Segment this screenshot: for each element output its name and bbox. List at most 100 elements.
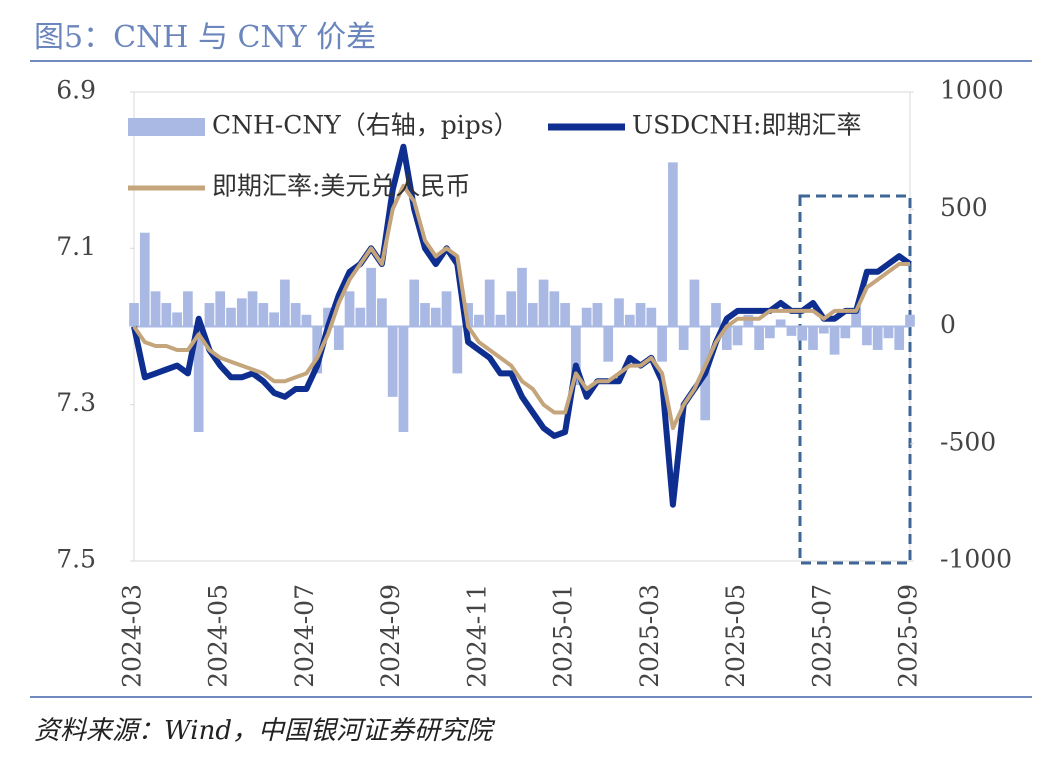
bar xyxy=(818,326,829,334)
bar xyxy=(269,312,279,327)
bar xyxy=(786,326,797,336)
bar xyxy=(765,326,775,339)
bar xyxy=(377,298,387,327)
bar xyxy=(172,312,182,327)
bar xyxy=(527,303,538,327)
bar xyxy=(193,326,204,433)
bar xyxy=(732,326,743,346)
bar xyxy=(571,326,581,386)
legend-label: CNH-CNY（右轴，pips） xyxy=(212,111,519,140)
bar xyxy=(614,298,624,327)
bar xyxy=(808,326,818,350)
legend-label: 即期汇率:美元兑人民币 xyxy=(212,172,470,201)
bar xyxy=(409,279,420,327)
bar xyxy=(236,298,247,327)
bar xyxy=(430,307,441,327)
source-note: 资料来源：Wind，中国银河证券研究院 xyxy=(34,716,492,746)
y2-tick-label: 500 xyxy=(940,193,988,222)
x-tick-label: 2025-03 xyxy=(635,584,664,688)
bar xyxy=(905,314,915,327)
x-tick-label: 2024-11 xyxy=(462,584,491,688)
bar xyxy=(883,326,894,339)
bar xyxy=(678,326,689,350)
y-tick-label: 7.3 xyxy=(56,388,96,417)
bar xyxy=(474,314,484,327)
line xyxy=(131,143,912,508)
bar xyxy=(452,326,463,374)
rule xyxy=(30,696,1032,698)
x-tick-label: 2025-07 xyxy=(807,584,836,688)
y-tick-label: 7.5 xyxy=(56,545,96,574)
bar xyxy=(247,291,258,327)
legend-label: USDCNH:即期汇率 xyxy=(632,111,861,140)
y2-tick-label: 0 xyxy=(940,310,956,339)
y2-tick-label: -1000 xyxy=(940,545,1012,574)
legend-swatch xyxy=(128,118,205,136)
x-tick-label: 2025-01 xyxy=(549,584,578,688)
bar xyxy=(215,291,226,327)
bar xyxy=(775,319,786,327)
x-tick-label: 2024-07 xyxy=(290,584,319,688)
x-tick-label: 2025-09 xyxy=(894,584,923,688)
bar xyxy=(797,326,808,341)
bar xyxy=(139,232,150,327)
bar xyxy=(161,303,172,327)
bar xyxy=(894,326,905,350)
x-tick-label: 2024-03 xyxy=(118,584,147,688)
bar xyxy=(333,326,344,350)
bar xyxy=(150,291,161,327)
bar xyxy=(840,326,851,339)
bar xyxy=(129,303,139,327)
bar xyxy=(624,314,635,327)
bar xyxy=(581,307,592,327)
bar xyxy=(603,326,614,362)
bar xyxy=(754,326,764,350)
bar xyxy=(538,279,549,327)
bar xyxy=(646,307,657,327)
bar xyxy=(258,303,269,327)
bar xyxy=(355,307,366,327)
bar xyxy=(657,326,667,362)
bar xyxy=(226,307,236,327)
bar xyxy=(495,314,506,327)
bar xyxy=(366,267,376,327)
x-tick-label: 2025-05 xyxy=(721,584,750,688)
bar xyxy=(689,279,700,327)
rule xyxy=(30,60,1032,62)
y-tick-label: 7.1 xyxy=(56,232,96,261)
bar xyxy=(204,303,215,327)
bar xyxy=(312,326,323,374)
bar xyxy=(398,326,409,433)
highlight-box xyxy=(798,194,912,565)
bar xyxy=(301,314,312,327)
bar xyxy=(517,267,527,327)
bar xyxy=(183,291,193,327)
x-tick-label: 2024-09 xyxy=(376,584,405,688)
bar xyxy=(441,291,452,327)
bar xyxy=(549,291,560,327)
bar xyxy=(851,307,861,327)
bar xyxy=(290,303,301,327)
bar xyxy=(560,303,570,327)
bar xyxy=(829,326,840,355)
bar xyxy=(323,307,333,327)
y2-tick-label: -500 xyxy=(940,427,996,456)
bar xyxy=(721,326,732,350)
x-tick-label: 2024-05 xyxy=(204,584,233,688)
bar xyxy=(862,326,872,346)
bar xyxy=(872,326,883,350)
bar xyxy=(635,303,646,327)
bar xyxy=(506,291,517,327)
chart-title: 图5：CNH 与 CNY 价差 xyxy=(34,20,377,55)
bar xyxy=(668,162,678,327)
bar xyxy=(592,303,603,327)
bar xyxy=(711,303,721,327)
bar xyxy=(420,303,430,327)
bar xyxy=(344,291,355,327)
y2-tick-label: 1000 xyxy=(940,76,1004,105)
bar xyxy=(387,326,398,397)
y-tick-label: 6.9 xyxy=(56,76,96,105)
bar xyxy=(484,279,495,327)
